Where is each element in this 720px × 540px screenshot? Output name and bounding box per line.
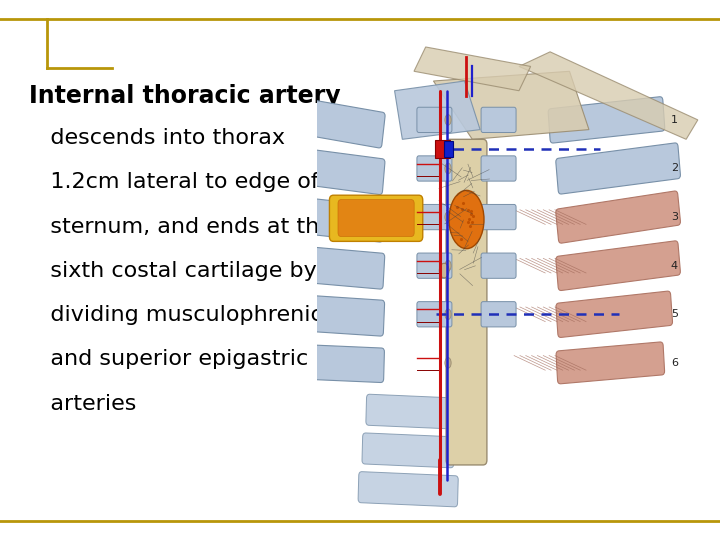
FancyBboxPatch shape xyxy=(556,241,680,291)
FancyBboxPatch shape xyxy=(548,97,665,143)
Text: sternum, and ends at the: sternum, and ends at the xyxy=(29,217,333,237)
FancyBboxPatch shape xyxy=(338,200,414,237)
FancyBboxPatch shape xyxy=(481,302,516,327)
Polygon shape xyxy=(395,81,480,139)
Text: 1: 1 xyxy=(671,115,678,125)
Polygon shape xyxy=(433,71,589,139)
Text: sixth costal cartilage by: sixth costal cartilage by xyxy=(29,261,317,281)
FancyBboxPatch shape xyxy=(556,291,672,338)
FancyBboxPatch shape xyxy=(269,343,384,382)
FancyBboxPatch shape xyxy=(556,342,665,384)
Ellipse shape xyxy=(445,309,451,320)
Text: dividing musculophrenic: dividing musculophrenic xyxy=(29,305,323,325)
FancyBboxPatch shape xyxy=(435,140,449,158)
FancyBboxPatch shape xyxy=(481,107,516,132)
Ellipse shape xyxy=(445,163,451,174)
Text: descends into thorax: descends into thorax xyxy=(29,128,285,148)
FancyBboxPatch shape xyxy=(417,302,452,327)
FancyBboxPatch shape xyxy=(417,205,452,230)
FancyBboxPatch shape xyxy=(417,253,452,278)
Text: 1.2cm lateral to edge of: 1.2cm lateral to edge of xyxy=(29,172,318,192)
FancyBboxPatch shape xyxy=(253,143,385,194)
FancyBboxPatch shape xyxy=(366,394,451,429)
FancyBboxPatch shape xyxy=(362,433,454,468)
Polygon shape xyxy=(414,47,531,91)
FancyBboxPatch shape xyxy=(417,156,452,181)
FancyBboxPatch shape xyxy=(260,92,385,148)
Text: 5: 5 xyxy=(671,309,678,319)
FancyBboxPatch shape xyxy=(253,242,384,289)
Text: 6: 6 xyxy=(671,358,678,368)
Text: and superior epigastric: and superior epigastric xyxy=(29,349,308,369)
Text: 2: 2 xyxy=(671,164,678,173)
FancyBboxPatch shape xyxy=(417,107,452,132)
Text: arteries: arteries xyxy=(29,394,136,414)
FancyBboxPatch shape xyxy=(556,143,680,194)
FancyBboxPatch shape xyxy=(358,471,458,507)
FancyBboxPatch shape xyxy=(481,253,516,278)
Ellipse shape xyxy=(445,114,451,125)
Ellipse shape xyxy=(445,357,451,368)
FancyBboxPatch shape xyxy=(249,192,384,242)
Text: 3: 3 xyxy=(671,212,678,222)
Text: 4: 4 xyxy=(671,261,678,271)
FancyBboxPatch shape xyxy=(481,205,516,230)
Ellipse shape xyxy=(439,263,449,278)
FancyBboxPatch shape xyxy=(444,141,453,157)
FancyBboxPatch shape xyxy=(446,139,487,465)
Ellipse shape xyxy=(445,260,451,271)
Ellipse shape xyxy=(445,212,451,222)
FancyBboxPatch shape xyxy=(330,195,423,241)
FancyBboxPatch shape xyxy=(556,191,680,243)
Ellipse shape xyxy=(449,190,484,249)
FancyBboxPatch shape xyxy=(481,156,516,181)
Polygon shape xyxy=(519,52,698,139)
FancyBboxPatch shape xyxy=(261,293,384,336)
Text: Internal thoracic artery: Internal thoracic artery xyxy=(29,84,341,107)
